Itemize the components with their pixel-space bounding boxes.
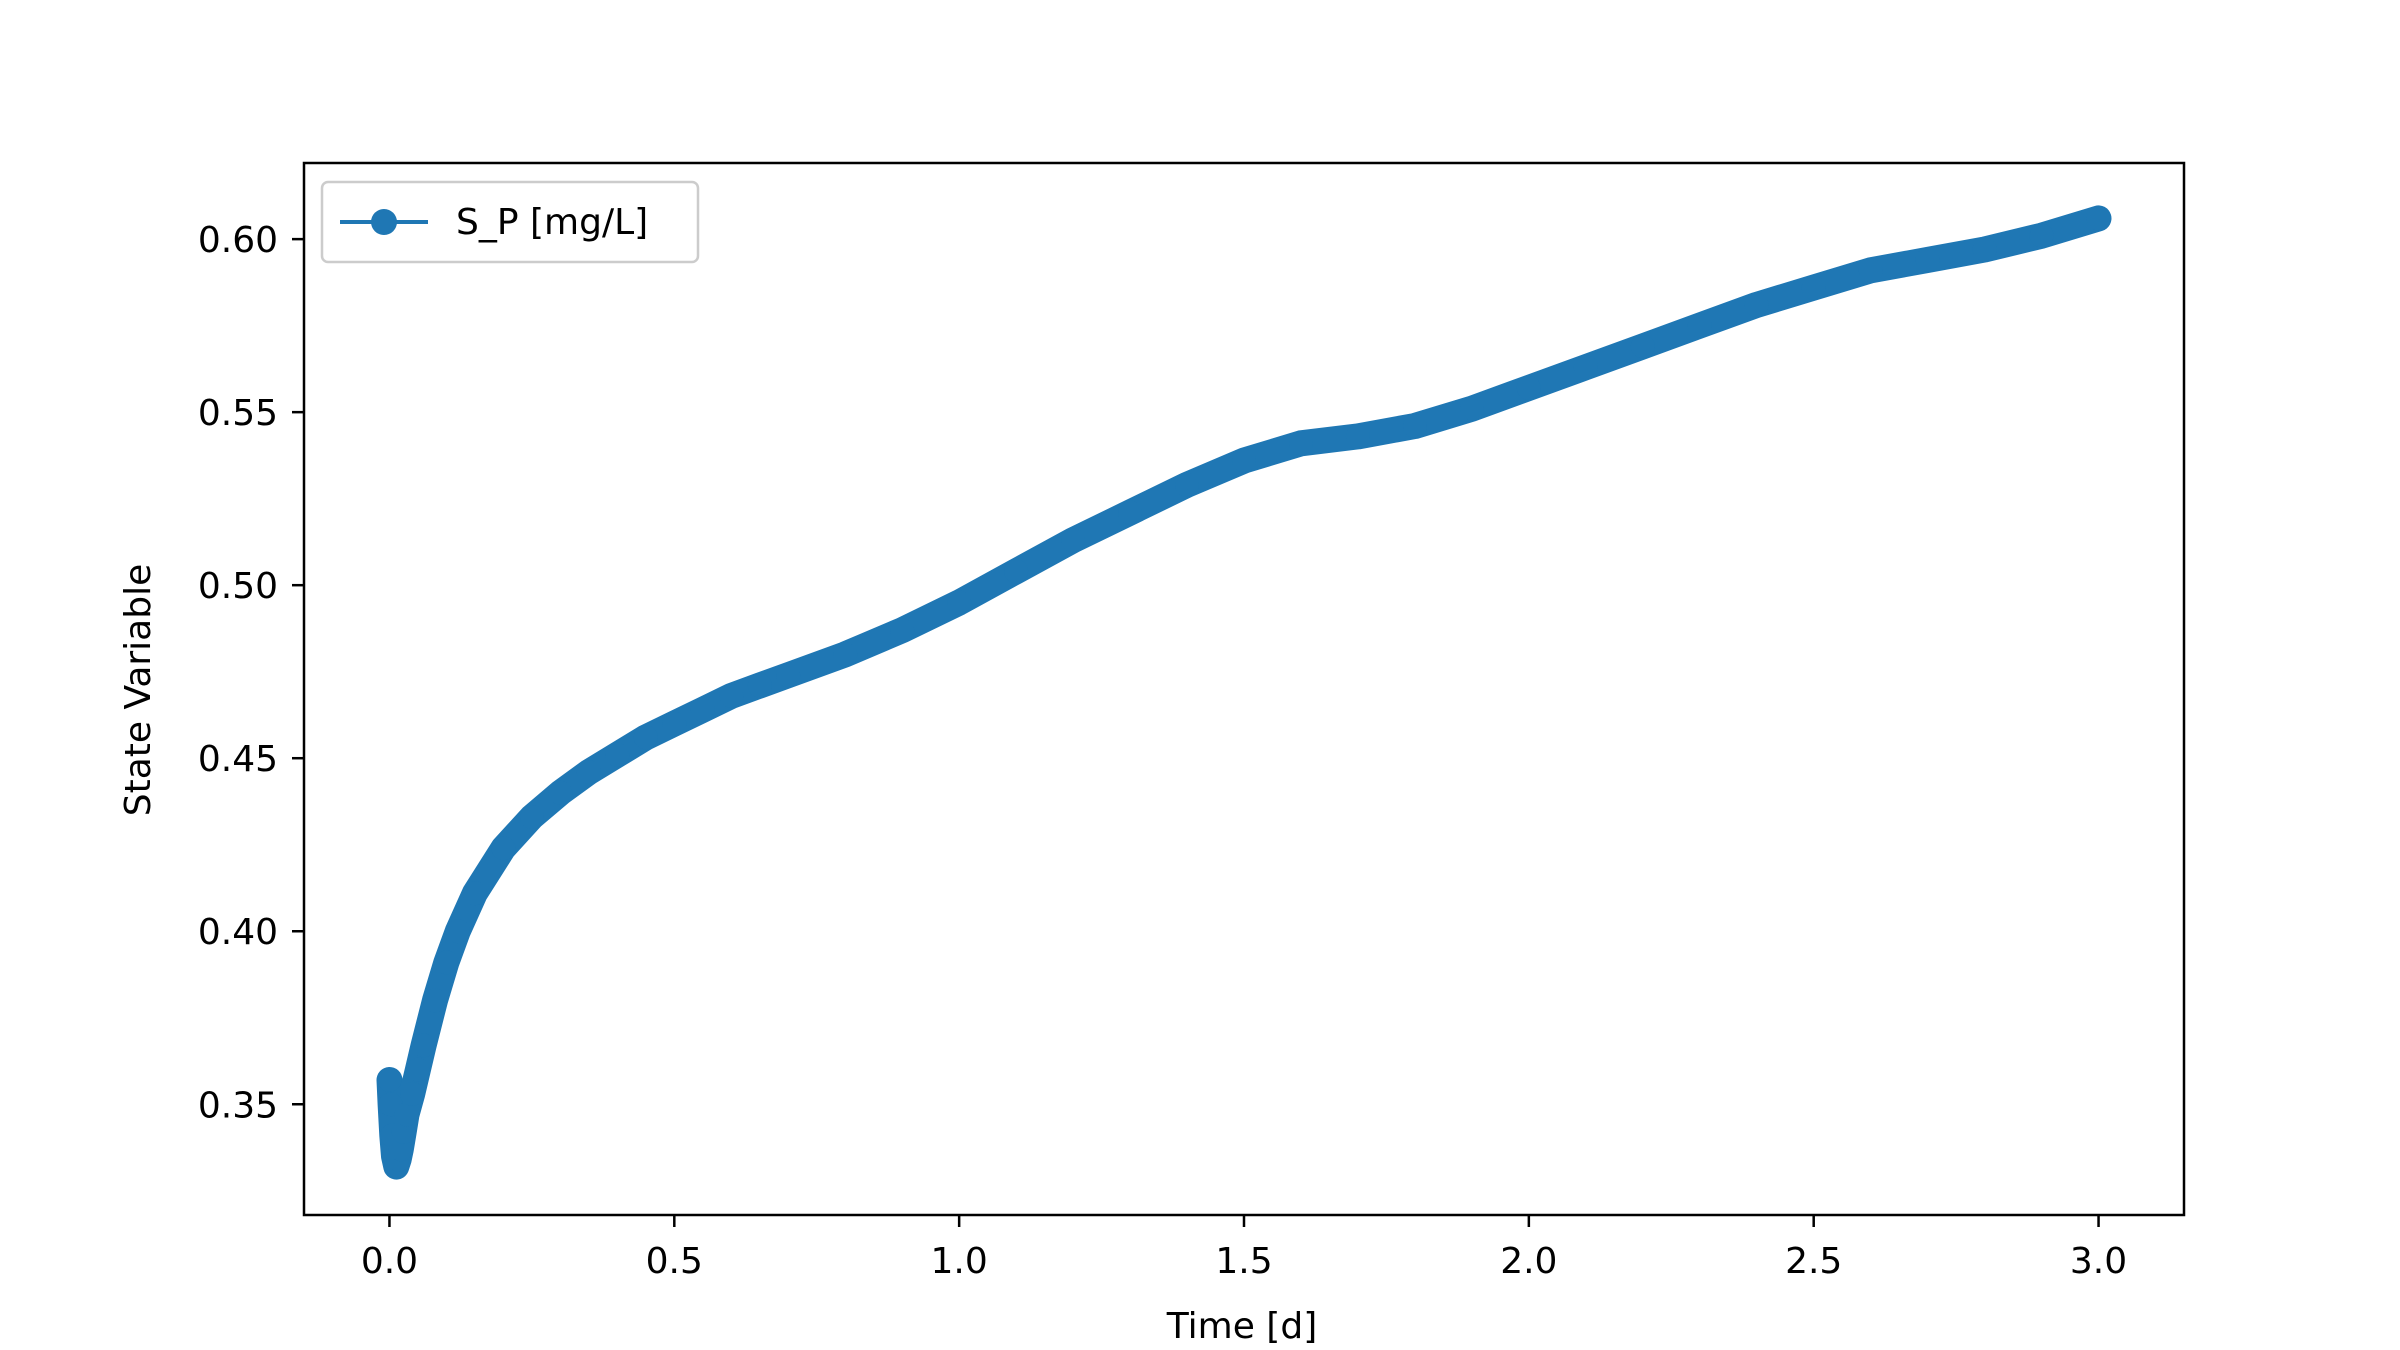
data-point (1858, 258, 1883, 283)
y-tick-label: 0.60 (198, 220, 278, 261)
y-tick-label: 0.35 (198, 1085, 278, 1126)
data-point (1630, 334, 1655, 359)
data-point (605, 742, 630, 767)
x-tick-label: 3.0 (2070, 1241, 2127, 1282)
data-point (1516, 375, 1541, 400)
data-point (1061, 528, 1086, 553)
legend-swatch-marker (371, 209, 397, 235)
x-tick-label: 1.5 (1215, 1241, 1272, 1282)
data-point (377, 1068, 402, 1092)
data-point (1459, 396, 1484, 421)
data-point (1289, 431, 1313, 456)
data-point (576, 760, 601, 785)
data-point (1915, 247, 1940, 272)
legend: S_P [mg/L] (320, 180, 700, 264)
x-tick-label: 2.5 (1785, 1241, 1842, 1282)
data-point (411, 1033, 436, 1058)
legend-label: S_P [mg/L] (456, 202, 648, 243)
data-point (1232, 448, 1256, 473)
data-point (2086, 206, 2111, 231)
x-tick-label: 0.5 (646, 1241, 703, 1282)
data-point (1402, 414, 1427, 438)
plot-data-layer (376, 205, 2112, 1180)
data-point (1972, 237, 1997, 262)
data-point (1118, 500, 1143, 525)
x-tick-label: 1.0 (931, 1241, 988, 1282)
data-point (1801, 275, 1826, 300)
y-tick-label: 0.55 (198, 393, 278, 434)
data-point (491, 836, 516, 861)
data-point (1687, 313, 1712, 338)
data-point (519, 805, 544, 829)
y-tick-label: 0.45 (198, 739, 278, 780)
y-tick-label: 0.50 (198, 566, 278, 607)
data-point (1004, 559, 1029, 584)
axes-layer: 0.0 0.5 1.0 1.5 2.0 2.5 3.0 0.35 0.40 0.45 0.50 0.5… (198, 161, 2186, 1282)
data-point (394, 1102, 419, 1127)
data-point (719, 683, 744, 708)
data-point (633, 725, 658, 750)
data-point (1345, 424, 1370, 449)
data-point (747, 673, 772, 698)
data-point (662, 711, 687, 736)
y-tick-label: 0.40 (198, 912, 278, 953)
data-point (1573, 355, 1598, 380)
data-point (462, 881, 487, 906)
data-point (776, 663, 801, 688)
legend-box (320, 180, 700, 264)
data-point (833, 642, 858, 667)
data-point (2029, 223, 2054, 248)
x-axis-title: Time [d] (1166, 1306, 1318, 1347)
data-point (423, 988, 447, 1013)
data-point (947, 590, 972, 615)
x-tick-label: 2.0 (1500, 1241, 1557, 1282)
data-point (434, 950, 459, 975)
data-point (405, 1057, 430, 1082)
data-point (1744, 292, 1769, 317)
data-point (690, 697, 715, 722)
data-point (400, 1081, 425, 1106)
y-axis-title: State Variable (118, 564, 159, 817)
data-point (548, 780, 573, 805)
data-point (890, 618, 915, 643)
data-point (1175, 472, 1199, 497)
data-point (445, 919, 470, 944)
x-tick-label: 0.0 (361, 1241, 418, 1282)
